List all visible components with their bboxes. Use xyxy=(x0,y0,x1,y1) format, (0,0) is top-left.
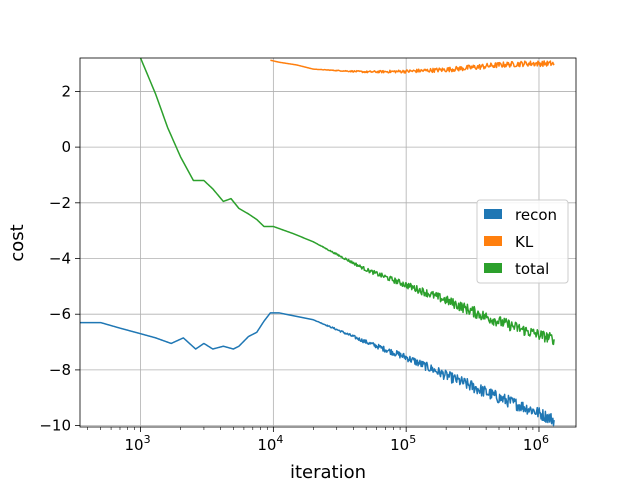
grid xyxy=(80,58,576,427)
y-tick-label: −6 xyxy=(49,305,71,323)
series-line-kl xyxy=(270,59,555,74)
legend-label-total: total xyxy=(515,260,549,278)
y-axis-ticks: 2 0 −2 −4 −6 −8 −10 xyxy=(39,82,80,435)
y-tick-label: −8 xyxy=(49,361,71,379)
x-tick-label: 105 xyxy=(390,433,416,454)
y-tick-label: 0 xyxy=(61,138,71,156)
legend-frame xyxy=(476,199,569,284)
legend: recon KL total xyxy=(476,199,569,284)
x-tick-label: 103 xyxy=(125,433,151,454)
legend-swatch-total xyxy=(484,263,502,273)
x-tick-label: 106 xyxy=(523,433,549,454)
legend-label-kl: KL xyxy=(515,233,534,251)
y-tick-label: −4 xyxy=(49,250,71,268)
legend-swatch-kl xyxy=(484,236,502,246)
plot-frame xyxy=(79,57,577,428)
y-axis-label: cost xyxy=(7,224,28,261)
y-tick-label: −2 xyxy=(49,194,71,212)
x-axis-label: iteration xyxy=(290,462,366,480)
series-layer xyxy=(80,58,555,427)
legend-label-recon: recon xyxy=(515,206,557,224)
x-tick-label: 104 xyxy=(257,433,283,454)
y-tick-label: 2 xyxy=(61,82,71,100)
y-tick-label: −10 xyxy=(39,417,71,435)
series-line-total xyxy=(139,58,555,346)
legend-swatch-recon xyxy=(484,209,502,219)
x-axis-ticks: 103 104 105 106 xyxy=(87,427,549,454)
series-line-recon xyxy=(80,312,555,427)
